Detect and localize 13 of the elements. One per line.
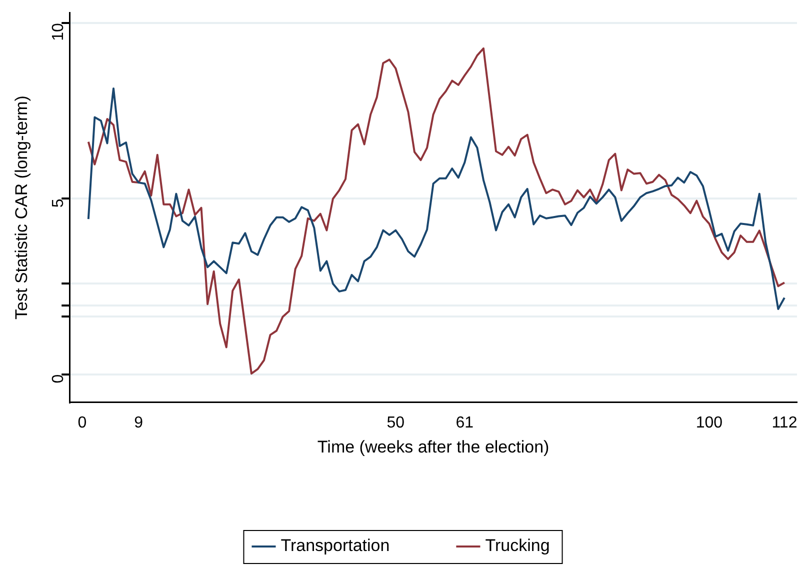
x-tick-label: 50 <box>386 414 405 432</box>
y-tick-label: 10 <box>50 23 68 41</box>
legend-label: Trucking <box>485 536 550 556</box>
legend-label: Transportation <box>280 536 390 556</box>
y-tick-label: 5 <box>50 198 68 208</box>
x-axis-title: Time (weeks after the election) <box>317 437 550 456</box>
x-tick-label: 100 <box>696 414 723 432</box>
x-tick-label: 0 <box>78 414 87 432</box>
y-axis-title: Test Statistic CAR (long-term) <box>12 96 31 320</box>
x-tick-label: 9 <box>134 414 144 432</box>
x-tick-label: 112 <box>772 414 798 432</box>
x-tick-label: 61 <box>456 414 474 432</box>
y-tick-label: 0 <box>50 374 68 384</box>
